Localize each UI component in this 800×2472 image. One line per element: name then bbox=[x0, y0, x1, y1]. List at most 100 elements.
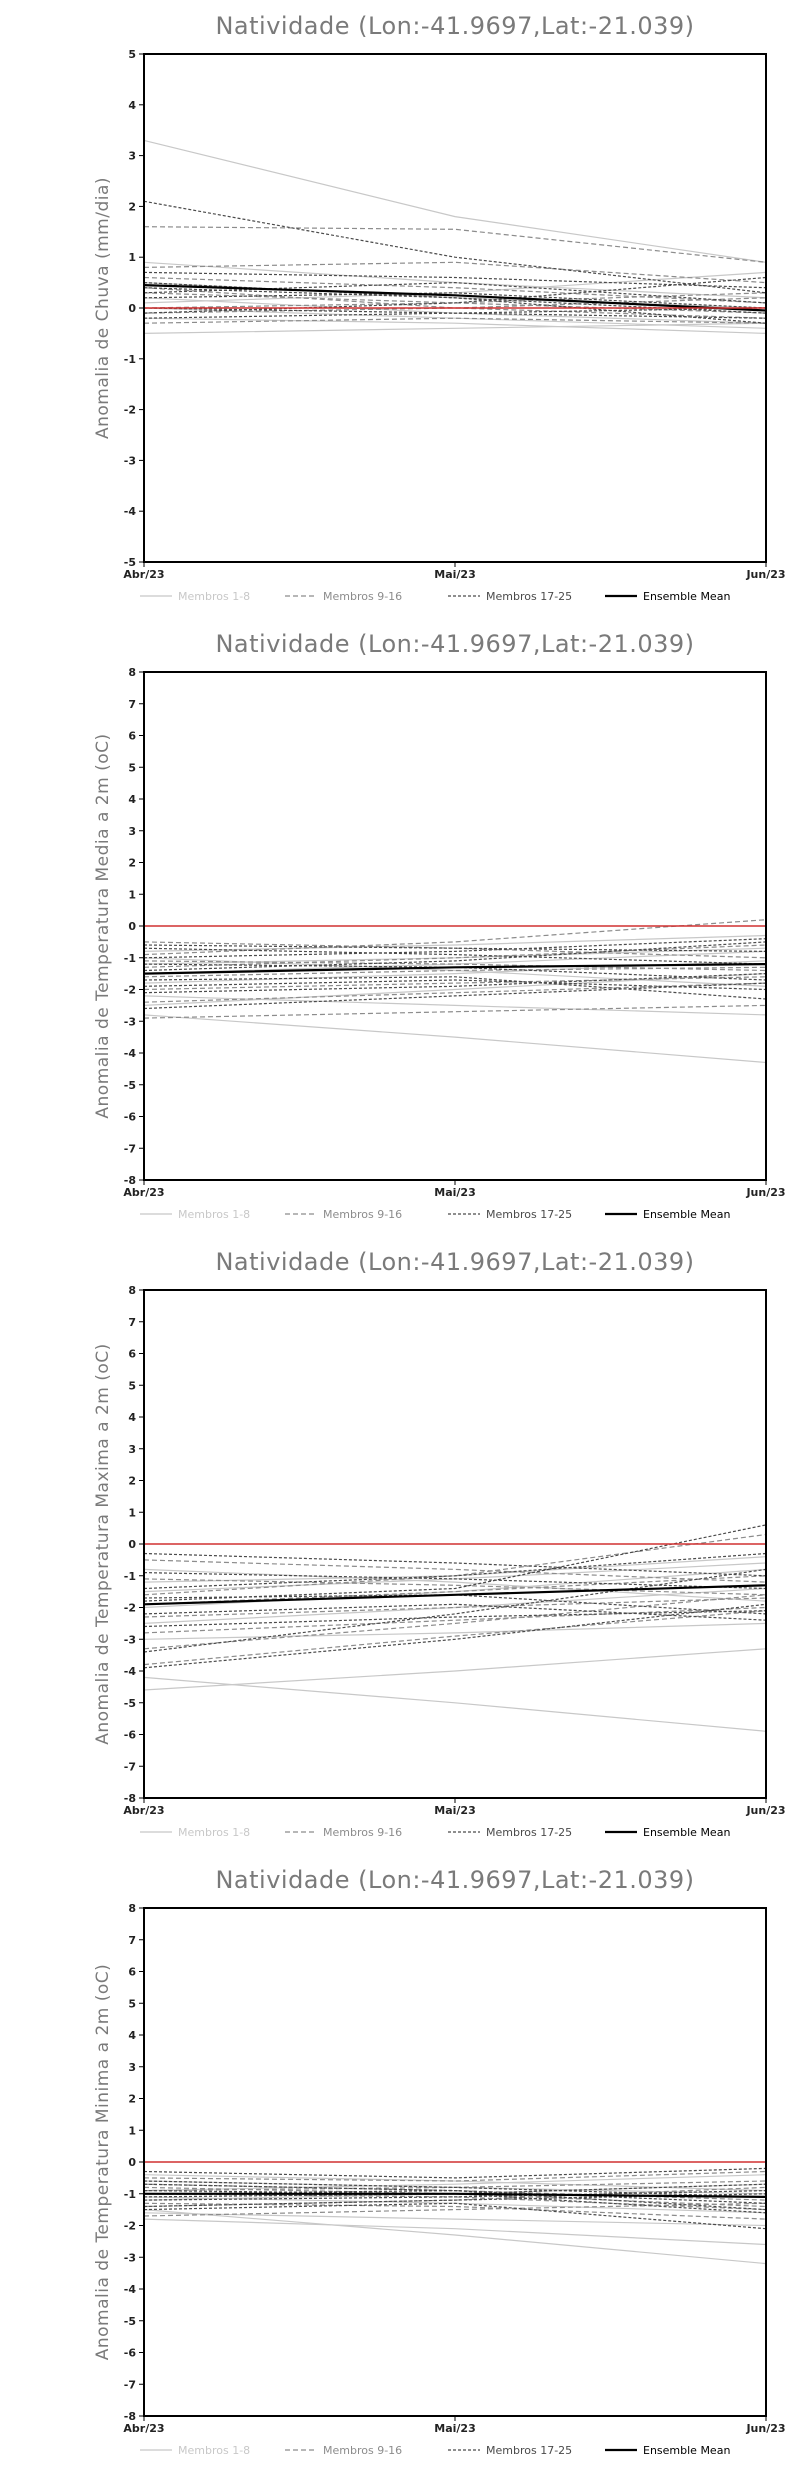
member-line bbox=[143, 1524, 767, 1602]
y-axis-label: Anomalia de Temperatura Maxima a 2m (oC) bbox=[93, 1343, 113, 1745]
y-tick-label: -7 bbox=[124, 1142, 136, 1155]
plot-frame bbox=[143, 671, 767, 1181]
y-axis-label: Anomalia de Chuva (mm/dia) bbox=[93, 177, 113, 439]
y-tick-label: -7 bbox=[124, 2378, 136, 2391]
legend-label: Membros 17-25 bbox=[486, 590, 572, 603]
y-tick-label: -1 bbox=[124, 2188, 136, 2201]
x-tick-label: Mai/23 bbox=[434, 1186, 475, 1199]
x-tick-label: Jun/23 bbox=[745, 1804, 785, 1817]
legend-label: Membros 9-16 bbox=[323, 1208, 402, 1221]
y-tick-label: 4 bbox=[128, 2029, 136, 2042]
member-line bbox=[143, 292, 767, 309]
y-axis-label: Anomalia de Temperatura Minima a 2m (oC) bbox=[93, 1964, 113, 2361]
chart-svg-1: Natividade (Lon:-41.9697,Lat:-21.039) Ano… bbox=[93, 12, 786, 603]
y-tick-label: 0 bbox=[128, 920, 136, 933]
member-line bbox=[143, 2190, 767, 2201]
legend-label: Membros 17-25 bbox=[486, 1208, 572, 1221]
ensemble-mean-line bbox=[144, 2192, 767, 2198]
y-tick-label: 5 bbox=[128, 1997, 136, 2010]
y-tick-label: 2 bbox=[128, 1475, 136, 1488]
member-line bbox=[143, 261, 767, 284]
y-tick-label: 4 bbox=[128, 99, 136, 112]
member-line bbox=[143, 973, 767, 1006]
legend-label: Membros 1-8 bbox=[178, 2444, 250, 2457]
y-tick-label: 6 bbox=[128, 1966, 136, 1979]
member-line bbox=[143, 2218, 767, 2246]
y-tick-label: -5 bbox=[124, 556, 136, 569]
member-line bbox=[143, 287, 767, 324]
legend-label: Membros 1-8 bbox=[178, 1208, 250, 1221]
x-tick-label: Mai/23 bbox=[434, 1804, 475, 1817]
y-tick-label: 4 bbox=[128, 793, 136, 806]
y-tick-label: -8 bbox=[124, 1792, 136, 1805]
chart-title: Natividade (Lon:-41.9697,Lat:-21.039) bbox=[215, 1866, 694, 1894]
member-line bbox=[143, 2183, 767, 2211]
x-tick-label: Jun/23 bbox=[745, 2422, 785, 2435]
chart-svg-2: Natividade (Lon:-41.9697,Lat:-21.039) Ano… bbox=[93, 630, 786, 1221]
member-line bbox=[143, 2174, 767, 2192]
member-line bbox=[143, 1648, 767, 1691]
member-line bbox=[143, 1610, 767, 1666]
y-tick-label: -3 bbox=[124, 1633, 136, 1646]
y-tick-label: 3 bbox=[128, 150, 136, 163]
y-tick-label: 3 bbox=[128, 1443, 136, 1456]
plot-frame bbox=[143, 1289, 767, 1799]
y-tick-label: 8 bbox=[128, 1902, 136, 1915]
y-tick-label: -7 bbox=[124, 1760, 136, 1773]
member-line bbox=[143, 2202, 767, 2230]
member-line bbox=[143, 1603, 767, 1621]
member-line bbox=[143, 317, 767, 334]
member-line bbox=[143, 271, 767, 289]
x-tick-label: Abr/23 bbox=[123, 1804, 164, 1817]
y-tick-label: 5 bbox=[128, 48, 136, 61]
member-line bbox=[143, 1568, 767, 1602]
y-tick-label: 2 bbox=[128, 2093, 136, 2106]
plot-frame bbox=[143, 53, 767, 563]
member-line bbox=[143, 1594, 767, 1650]
y-tick-label: -4 bbox=[124, 505, 137, 518]
member-line bbox=[143, 995, 767, 1016]
y-tick-label: -2 bbox=[124, 2220, 136, 2233]
x-tick-label: Jun/23 bbox=[745, 1186, 785, 1199]
y-tick-label: 0 bbox=[128, 2156, 136, 2169]
y-tick-label: -5 bbox=[124, 2315, 136, 2328]
member-line bbox=[143, 1568, 767, 1653]
member-line bbox=[143, 1533, 767, 1596]
y-tick-label: -6 bbox=[124, 1729, 137, 1742]
member-line bbox=[143, 947, 767, 965]
member-line bbox=[143, 938, 767, 959]
x-tick-label: Abr/23 bbox=[123, 568, 164, 581]
member-line bbox=[143, 307, 767, 329]
y-tick-label: 7 bbox=[128, 1316, 136, 1329]
legend-label: Ensemble Mean bbox=[643, 1826, 730, 1839]
member-line bbox=[143, 307, 767, 319]
member-line bbox=[143, 1572, 767, 1590]
member-line bbox=[143, 1610, 767, 1628]
y-tick-label: 1 bbox=[128, 888, 136, 901]
y-tick-label: 7 bbox=[128, 1934, 136, 1947]
y-tick-label: -5 bbox=[124, 1697, 136, 1710]
y-tick-label: -8 bbox=[124, 2410, 136, 2423]
legend-label: Ensemble Mean bbox=[643, 1208, 730, 1221]
y-tick-label: 5 bbox=[128, 761, 136, 774]
y-tick-label: 8 bbox=[128, 666, 136, 679]
y-tick-label: -2 bbox=[124, 404, 136, 417]
member-line bbox=[143, 2167, 767, 2179]
member-line bbox=[143, 2209, 767, 2265]
ensemble-mean-line bbox=[143, 1584, 767, 1606]
member-line bbox=[143, 976, 767, 991]
y-tick-label: 1 bbox=[128, 2124, 136, 2137]
legend-label: Membros 17-25 bbox=[486, 1826, 572, 1839]
x-tick-label: Abr/23 bbox=[123, 1186, 164, 1199]
y-tick-label: 2 bbox=[128, 857, 136, 870]
member-line bbox=[143, 1622, 767, 1640]
legend-label: Ensemble Mean bbox=[643, 590, 730, 603]
y-tick-label: -6 bbox=[124, 1111, 137, 1124]
member-line bbox=[143, 979, 767, 991]
chart-title: Natividade (Lon:-41.9697,Lat:-21.039) bbox=[215, 12, 694, 40]
member-line bbox=[143, 973, 767, 994]
x-tick-label: Abr/23 bbox=[123, 2422, 164, 2435]
legend-label: Membros 17-25 bbox=[486, 2444, 572, 2457]
chart-panel-3: Natividade (Lon:-41.9697,Lat:-21.039) Ano… bbox=[0, 1236, 800, 1854]
member-line bbox=[143, 1606, 767, 1634]
